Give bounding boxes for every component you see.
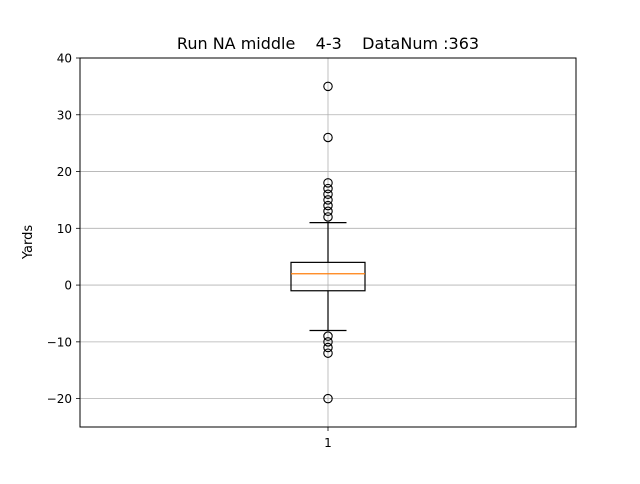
x-axis-ticks: 1 xyxy=(324,427,332,450)
outlier-point xyxy=(323,331,333,341)
y-tick-label: 0 xyxy=(64,279,72,293)
outlier-point xyxy=(323,348,333,358)
y-tick-label: 20 xyxy=(57,165,72,179)
outlier-point xyxy=(323,342,333,353)
y-tick-label: −10 xyxy=(47,335,72,349)
outlier-point xyxy=(323,189,333,199)
outlier-point xyxy=(323,132,333,143)
y-tick-label: −20 xyxy=(47,392,72,406)
interquartile-box xyxy=(290,261,366,292)
box-plot xyxy=(290,81,366,404)
outlier-point xyxy=(323,183,333,194)
outlier-point xyxy=(323,206,333,217)
outlier-point xyxy=(323,337,333,347)
outlier-point xyxy=(323,200,333,211)
outlier-point xyxy=(323,81,333,92)
outlier-point xyxy=(323,195,333,205)
y-tick-label: 10 xyxy=(57,222,72,236)
y-axis-label: Yards xyxy=(21,225,36,260)
outlier-point xyxy=(323,178,333,188)
chart-title: Run NA middle 4-3 DataNum :363 xyxy=(177,34,479,53)
y-tick-label: 30 xyxy=(57,108,72,122)
y-tick-label: 40 xyxy=(57,52,72,66)
outlier-point xyxy=(323,212,333,222)
outlier-point xyxy=(323,393,333,404)
x-tick-label: 1 xyxy=(324,436,332,450)
y-axis-ticks: 40 30 20 10 0 −10 −20 xyxy=(47,52,80,406)
grid-lines xyxy=(80,57,576,427)
